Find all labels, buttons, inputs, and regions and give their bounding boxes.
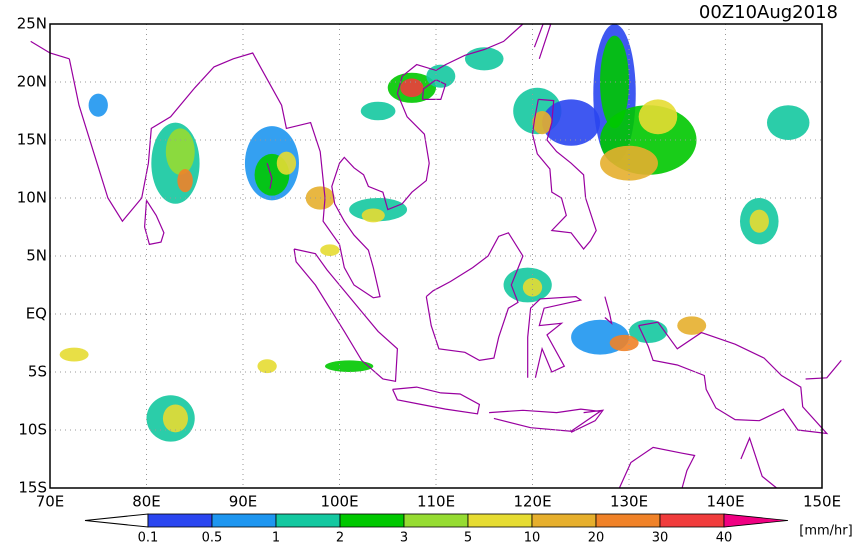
x-tick-label: 90E (229, 493, 258, 511)
map-title: 00Z10Aug2018 (699, 2, 838, 23)
precip-area (522, 278, 543, 297)
coastline (805, 360, 842, 380)
colorbar-label: 3 (400, 531, 408, 544)
x-tick-label: 100E (320, 493, 358, 511)
map-frame (49, 23, 823, 489)
precip-area (542, 99, 601, 146)
y-tick-label: EQ (26, 305, 47, 323)
coastlines (30, 23, 842, 489)
colorbar-segment (531, 513, 597, 528)
coastline (68, 23, 524, 299)
y-tick-label: 15S (18, 479, 47, 497)
coastline (425, 232, 524, 362)
precip-area (59, 347, 89, 362)
colorbar-segment (467, 513, 533, 528)
precip-area (88, 93, 108, 117)
coastline (392, 386, 481, 415)
y-tick-label: 5N (26, 247, 47, 265)
coastline (570, 409, 605, 433)
colorbar-segment (275, 513, 341, 528)
coastline (604, 296, 613, 325)
colorbar-label: 1 (272, 531, 280, 544)
colorbar-unit: [mm/hr] (799, 524, 852, 539)
coastline (266, 163, 273, 189)
colorbar-label: 0.5 (202, 531, 223, 544)
colorbar-segment (595, 513, 661, 528)
precip-area (609, 334, 639, 352)
colorbar-label: 10 (524, 531, 541, 544)
coastline (293, 248, 399, 383)
precip-area (677, 316, 707, 335)
precip-area (276, 151, 297, 175)
y-tick-label: 10S (18, 421, 47, 439)
y-tick-label: 15N (17, 131, 47, 149)
precip-layer (59, 24, 810, 442)
coastline (740, 436, 777, 489)
x-tick-label: 150E (803, 493, 841, 511)
precip-area (600, 35, 630, 129)
coastline (638, 321, 829, 435)
colorbar-segment (339, 513, 405, 528)
y-tick-label: 25N (17, 15, 47, 33)
colorbar-label: 2 (336, 531, 344, 544)
precip-area (464, 47, 504, 71)
x-tick-label: 70E (36, 493, 65, 511)
precip-area (361, 208, 385, 223)
precip-area (600, 145, 658, 181)
precip-area (162, 404, 188, 433)
precip-area (749, 209, 769, 233)
colorbar-segment (147, 513, 213, 528)
y-tick-label: 10N (17, 189, 47, 207)
coastline (489, 408, 602, 432)
colorbar-label: 30 (652, 531, 669, 544)
colorbar-label: 0.1 (138, 531, 159, 544)
precip-area (360, 101, 396, 121)
colorbar-segment (211, 513, 277, 528)
precip-area (638, 99, 678, 135)
precip-area (320, 244, 340, 256)
x-tick-label: 110E (417, 493, 455, 511)
precip-area (532, 111, 552, 135)
x-tick-label: 80E (132, 493, 161, 511)
coastline (143, 199, 165, 246)
precip-area (165, 128, 195, 175)
precip-area (325, 360, 374, 373)
precip-area (400, 78, 424, 98)
precip-area (177, 169, 193, 193)
colorbar-label: 20 (588, 531, 605, 544)
colorbar-segment (659, 513, 725, 528)
colorbar-label: 40 (716, 531, 733, 544)
x-tick-label: 120E (513, 493, 551, 511)
colorbar-segment (403, 513, 469, 528)
coastline (531, 98, 597, 250)
precip-area (257, 359, 277, 374)
precip-area (766, 105, 810, 140)
coastline (618, 446, 696, 489)
y-tick-label: 20N (17, 73, 47, 91)
x-tick-label: 140E (706, 493, 744, 511)
coastline (527, 295, 583, 378)
colorbar: 0.1 0.5 1 2 3 5 10 20 30 40 [mm/hr] (84, 513, 853, 544)
x-tick-label: 130E (610, 493, 648, 511)
colorbar-label: 5 (464, 531, 472, 544)
grid: 70E 80E 90E 100E 110E 120E 130E 140E 150E 25N 20N 1… (17, 15, 841, 511)
colorbar-high-triangle (723, 513, 789, 528)
y-tick-label: 5S (28, 363, 47, 381)
